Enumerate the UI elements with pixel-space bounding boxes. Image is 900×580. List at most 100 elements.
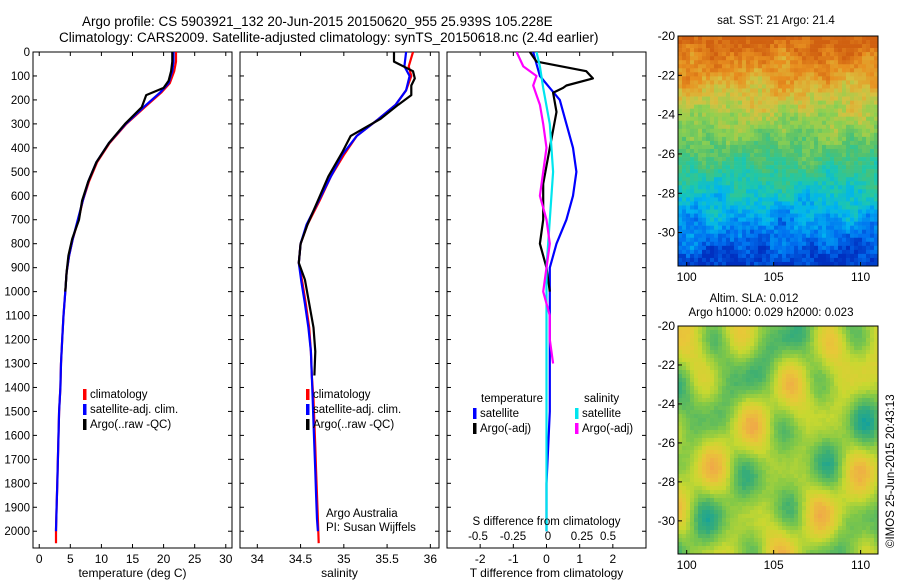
map-cell [750,225,755,230]
map-cell [826,88,831,93]
map-cell [722,157,727,162]
map-cell [746,430,751,435]
map-cell [846,112,851,118]
map-cell [822,185,827,190]
map-cell [742,414,747,419]
map-cell [682,60,687,65]
depth-tick-label: 1000 [4,287,30,299]
map-cell [786,430,791,435]
map-cell [722,334,727,339]
map-cell [854,169,859,174]
map-cell [734,458,739,463]
map-cell [686,430,691,435]
map-cell [834,398,839,403]
map-cell [810,48,815,53]
map-cell [746,169,751,174]
map-cell [810,136,815,142]
map-cell [822,221,827,226]
map-cell [754,92,759,97]
map-cell [786,80,791,85]
map-cell [834,64,839,69]
map-cell [818,217,823,222]
map-cell [682,370,687,375]
map-cell [710,136,715,142]
map-cell [690,44,695,49]
map-cell [826,165,831,170]
map-cell [834,40,839,45]
map-cell [746,422,751,427]
map-cell [802,225,807,230]
map-cell [706,330,711,335]
map-cell [698,330,703,335]
map-cell [830,88,835,93]
map-cell [870,136,875,142]
map-cell [826,72,831,77]
map-cell [854,128,859,134]
map-cell [734,124,739,130]
map-cell [810,426,815,431]
secondary-tick-label: -0.5 [468,531,488,543]
map-cell [798,390,803,395]
map-cell [754,261,759,267]
map-cell [722,189,727,194]
map-cell [682,173,687,178]
map-cell [714,249,719,255]
map-cell [738,229,743,235]
map-cell [750,414,755,419]
map-cell [678,237,683,243]
map-cell [794,470,799,475]
map-cell [730,185,735,190]
map-cell [682,44,687,49]
map-cell [730,241,735,247]
map-cell [834,108,839,113]
map-cell [766,181,771,186]
map-cell [714,153,719,158]
map-cell [718,330,723,335]
map-cell [830,402,835,407]
map-cell [762,382,767,387]
map-cell [834,104,839,109]
map-cell [742,92,747,97]
map-cell [858,52,863,57]
map-cell [706,241,711,247]
map-cell [738,213,743,218]
map-cell [762,136,767,142]
map-cell [698,140,703,146]
map-cell [690,434,695,439]
map-cell [770,434,775,439]
map-cell [758,398,763,403]
map-cell [858,153,863,158]
map-cell [758,470,763,475]
map-cell [862,124,867,130]
map-cell [850,366,855,371]
map-cell [694,225,699,230]
map-cell [746,80,751,85]
map-cell [730,84,735,89]
map-cell [754,72,759,77]
map-cell [718,261,723,267]
map-cell [698,177,703,182]
map-cell [738,104,743,109]
map-cell [782,201,787,206]
map-cell [738,128,743,134]
map-cell [742,374,747,379]
map-cell [770,237,775,243]
map-cell [814,346,819,351]
map-cell [730,221,735,226]
map-cell [870,169,875,174]
map-cell [850,205,855,210]
map-cell [710,406,715,411]
map-cell [686,185,691,190]
map-cell [834,68,839,73]
map-cell [870,144,875,150]
map-cell [750,161,755,166]
map-cell [794,450,799,455]
map-cell [738,434,743,439]
map-cell [870,237,875,243]
map-cell [806,382,811,387]
map-cell [866,44,871,49]
map-cell [814,173,819,178]
map-y-tick-label: -22 [658,68,676,82]
map-cell [846,462,851,467]
map-cell [818,470,823,475]
